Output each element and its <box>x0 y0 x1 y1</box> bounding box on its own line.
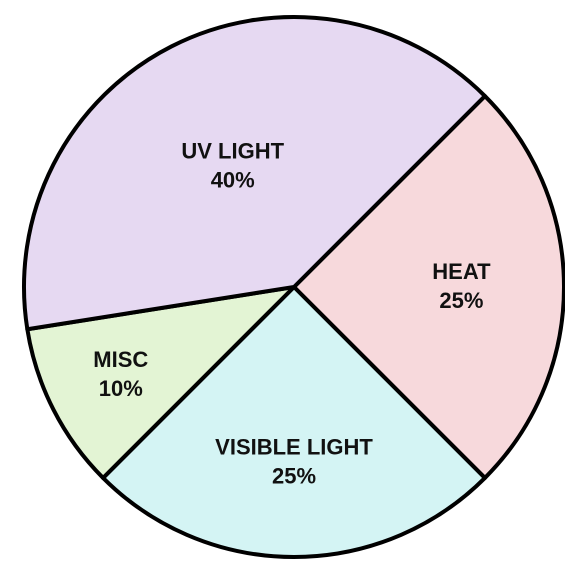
slice-label: MISC <box>93 347 148 372</box>
pie-slice <box>101 285 487 559</box>
pie-slice <box>22 15 487 332</box>
slice-value-label: 40% <box>211 168 255 193</box>
slice-value-label: 25% <box>272 463 316 488</box>
slice-value-label: 10% <box>99 376 143 401</box>
pie-slice <box>25 285 296 480</box>
pie-slice <box>292 94 565 480</box>
slice-label: UV LIGHT <box>181 139 284 164</box>
slice-label: VISIBLE LIGHT <box>215 434 373 459</box>
slice-value-label: 25% <box>439 288 483 313</box>
slice-label: HEAT <box>432 259 491 284</box>
